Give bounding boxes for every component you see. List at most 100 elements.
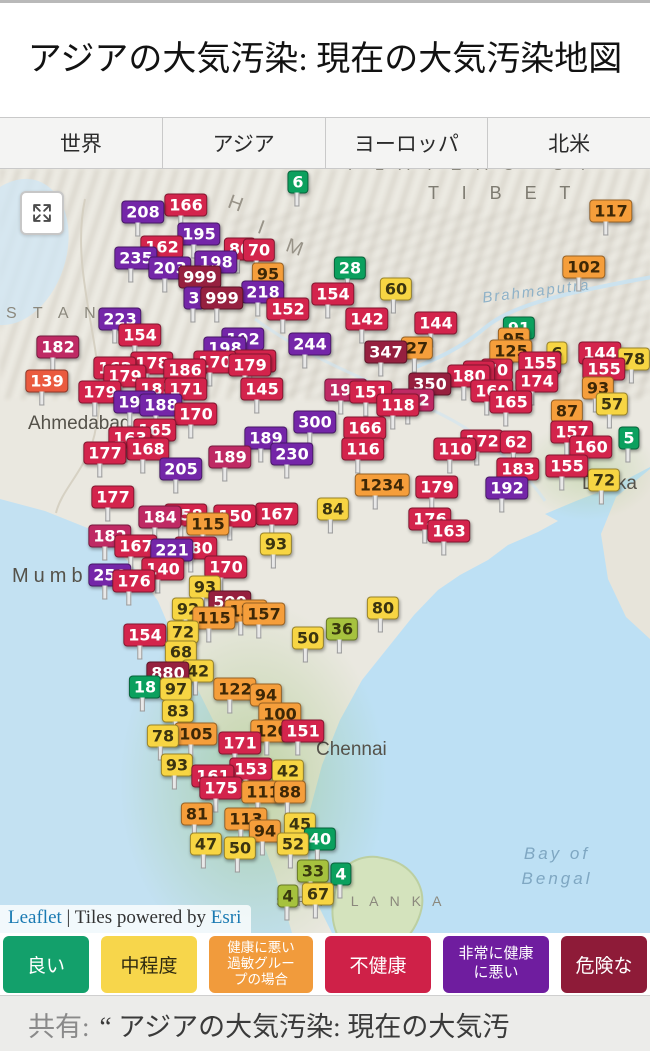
aqi-marker[interactable]: 42 [271,759,305,796]
aqi-marker[interactable]: 152 [266,297,310,334]
aqi-marker[interactable]: 88 [273,780,307,817]
aqi-marker[interactable]: 72 [587,468,621,505]
aqi-marker[interactable]: 118 [376,393,420,430]
tab-europe[interactable]: ヨーロッパ [325,118,489,168]
fullscreen-button[interactable] [20,191,64,235]
aqi-marker[interactable]: 205 [159,457,203,494]
aqi-marker[interactable]: 4 [330,862,352,899]
aqi-marker[interactable]: 81 [180,802,214,839]
aqi-marker[interactable]: 171 [218,731,262,768]
share-link-text[interactable]: “ アジアの大気汚染: 現在の大気汚 [99,1012,510,1042]
aqi-marker[interactable]: 144 [414,311,458,348]
aqi-marker[interactable]: 300 [293,410,337,447]
aqi-marker[interactable]: 115 [186,512,230,549]
aqi-marker[interactable]: 142 [345,307,389,344]
aqi-marker[interactable]: 167 [255,502,299,539]
aqi-marker[interactable]: 4 [277,884,299,921]
aqi-marker[interactable]: 67 [301,882,335,919]
aqi-marker[interactable]: 145 [240,377,284,414]
aqi-marker[interactable]: 84 [316,497,350,534]
aqi-marker[interactable]: 40 [303,827,337,864]
aqi-marker[interactable]: 195 [177,222,221,259]
aqi-marker[interactable]: 83 [161,699,195,736]
esri-link[interactable]: Esri [210,907,242,928]
aqi-marker[interactable]: 177 [91,485,135,522]
aqi-marker[interactable]: 174 [515,369,559,406]
aqi-marker[interactable]: 179 [78,380,122,417]
aqi-marker[interactable]: 47 [189,832,223,869]
aqi-marker[interactable]: 50 [223,836,257,873]
leaflet-link[interactable]: Leaflet [8,907,62,928]
aqi-marker[interactable]: 6 [287,170,309,207]
aqi-marker[interactable]: 42 [181,659,215,696]
aqi-marker[interactable]: 97 [159,677,193,714]
aqi-marker[interactable]: 154 [118,323,162,360]
aqi-marker[interactable]: 182 [36,335,80,372]
aqi-marker[interactable]: 170 [204,555,248,592]
aqi-marker[interactable]: 102 [562,255,606,292]
aqi-marker[interactable]: 80 [366,596,400,633]
aqi-marker[interactable]: 155 [582,357,626,394]
aqi-marker[interactable]: 70 [242,238,276,275]
aqi-marker[interactable]: 50 [291,626,325,663]
aqi-marker[interactable]: 154 [311,282,355,319]
aqi-marker[interactable]: 175 [199,776,243,813]
aqi-marker[interactable]: 105 [174,722,218,759]
aqi-marker[interactable]: 93 [160,753,194,790]
aqi-marker[interactable]: 244 [288,332,332,369]
aqi-marker[interactable]: 1234 [354,473,410,510]
aqi-marker[interactable]: 110 [433,437,477,474]
tab-north-america[interactable]: 北米 [488,118,650,168]
aqi-marker[interactable]: 139 [25,369,69,406]
aqi-marker[interactable]: 168 [126,437,170,474]
aqi-marker[interactable]: 177 [83,441,127,478]
aqi-marker[interactable]: 157 [242,602,286,639]
aqi-marker[interactable]: 87 [550,399,584,436]
aqi-marker[interactable]: 33 [296,859,330,896]
aqi-marker[interactable]: 230 [270,442,314,479]
aqi-marker[interactable]: 78 [146,724,180,761]
aqi-marker[interactable]: 154 [123,623,167,660]
aqi-marker[interactable]: 166 [164,193,208,230]
aqi-marker[interactable]: 5 [618,426,640,463]
aqi-marker[interactable]: 60 [379,277,413,314]
aqi-marker[interactable]: 999 [200,286,244,323]
aqi-marker[interactable]: 165 [489,390,533,427]
aqi-marker[interactable]: 179 [228,353,272,390]
aqi-marker[interactable]: 36 [325,617,359,654]
aqi-marker[interactable]: 235 [114,246,158,283]
aqi-marker[interactable]: 347 [364,340,408,377]
aqi-marker[interactable]: 93 [259,532,293,569]
aqi-marker[interactable]: 170 [193,350,237,387]
aqi-marker[interactable]: 179 [415,475,459,512]
aqi-marker[interactable]: 78 [617,347,650,384]
aqi-marker[interactable]: 94 [248,819,282,856]
aqi-marker[interactable]: 218 [241,280,285,317]
aqi-marker[interactable]: 155 [545,454,589,491]
aqi-marker[interactable]: 27 [400,336,434,373]
aqi-marker[interactable]: 192 [485,476,529,513]
aqi-marker[interactable]: 151 [281,719,325,756]
aqi-marker[interactable]: 189 [208,445,252,482]
aqi-marker[interactable]: 170 [174,402,218,439]
aqi-marker[interactable]: 28 [333,256,367,293]
aqi-marker[interactable]: 122 [213,677,257,714]
aqi-marker[interactable]: 167 [114,534,158,571]
tab-asia[interactable]: アジア [162,118,326,168]
aqi-marker[interactable]: 221 [150,538,194,575]
aqi-marker[interactable]: 115 [192,606,236,643]
aqi-marker[interactable]: 999 [178,265,222,302]
aqi-marker[interactable]: 163 [427,519,471,556]
aqi-marker[interactable]: 62 [499,430,533,467]
aqi-marker[interactable]: 117 [589,199,633,236]
aqi-marker[interactable]: 176 [112,569,156,606]
aqi-marker[interactable]: 208 [121,200,165,237]
aqi-marker[interactable]: 52 [276,832,310,869]
aqi-marker[interactable]: 166 [343,416,387,453]
aqi-marker[interactable]: 18 [128,675,162,712]
aqi-marker[interactable]: 116 [341,437,385,474]
tab-world[interactable]: 世界 [0,118,163,168]
aqi-marker[interactable]: 184 [138,505,182,542]
aqi-marker[interactable]: 57 [595,392,629,429]
